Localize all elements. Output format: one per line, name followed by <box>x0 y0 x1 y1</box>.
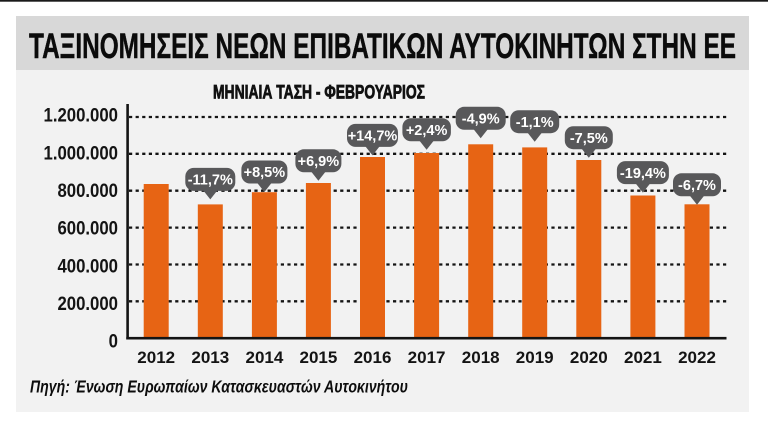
svg-text:+8,5%: +8,5% <box>244 165 286 181</box>
svg-text:200.000: 200.000 <box>57 292 118 315</box>
svg-text:-4,9%: -4,9% <box>462 112 500 128</box>
svg-text:ΜΗΝΙΑΙΑ ΤΑΣΗ - ΦΕΒΡΟΥΑΡΙΟΣ: ΜΗΝΙΑΙΑ ΤΑΣΗ - ΦΕΒΡΟΥΑΡΙΟΣ <box>213 82 425 104</box>
svg-text:2018: 2018 <box>462 348 500 367</box>
svg-text:800.000: 800.000 <box>57 179 118 202</box>
svg-text:2017: 2017 <box>408 348 446 367</box>
svg-text:1.200.000: 1.200.000 <box>44 103 118 126</box>
svg-text:2013: 2013 <box>191 348 229 367</box>
svg-text:2020: 2020 <box>570 348 608 367</box>
svg-text:+14,7%: +14,7% <box>348 129 398 145</box>
svg-text:-1,1%: -1,1% <box>516 115 554 131</box>
svg-text:-6,7%: -6,7% <box>678 178 716 194</box>
svg-text:400.000: 400.000 <box>57 254 118 277</box>
svg-text:ΤΑΞΙΝΟΜΗΣΕΙΣ ΝΕΩΝ ΕΠΙΒΑΤΙΚΩΝ Α: ΤΑΞΙΝΟΜΗΣΕΙΣ ΝΕΩΝ ΕΠΙΒΑΤΙΚΩΝ ΑΥΤΟΚΙΝΗΤΩΝ… <box>29 26 736 66</box>
svg-text:2021: 2021 <box>624 348 662 367</box>
svg-text:+2,4%: +2,4% <box>406 123 448 139</box>
svg-text:-19,4%: -19,4% <box>620 166 666 182</box>
svg-text:2016: 2016 <box>354 348 392 367</box>
svg-text:0: 0 <box>109 329 118 352</box>
svg-text:1.000.000: 1.000.000 <box>44 141 118 164</box>
svg-text:-7,5%: -7,5% <box>570 131 608 147</box>
svg-text:2019: 2019 <box>516 348 554 367</box>
svg-text:Πηγή: Ένωση Ευρωπαίων Κατασκευ: Πηγή: Ένωση Ευρωπαίων Κατασκευαστών Αυτο… <box>30 377 408 397</box>
svg-text:+6,9%: +6,9% <box>298 154 340 170</box>
svg-text:2014: 2014 <box>245 348 283 367</box>
svg-text:2022: 2022 <box>678 348 716 367</box>
svg-text:2012: 2012 <box>137 348 175 367</box>
svg-text:2015: 2015 <box>299 348 337 367</box>
svg-text:-11,7%: -11,7% <box>188 173 233 189</box>
svg-text:600.000: 600.000 <box>57 216 118 239</box>
